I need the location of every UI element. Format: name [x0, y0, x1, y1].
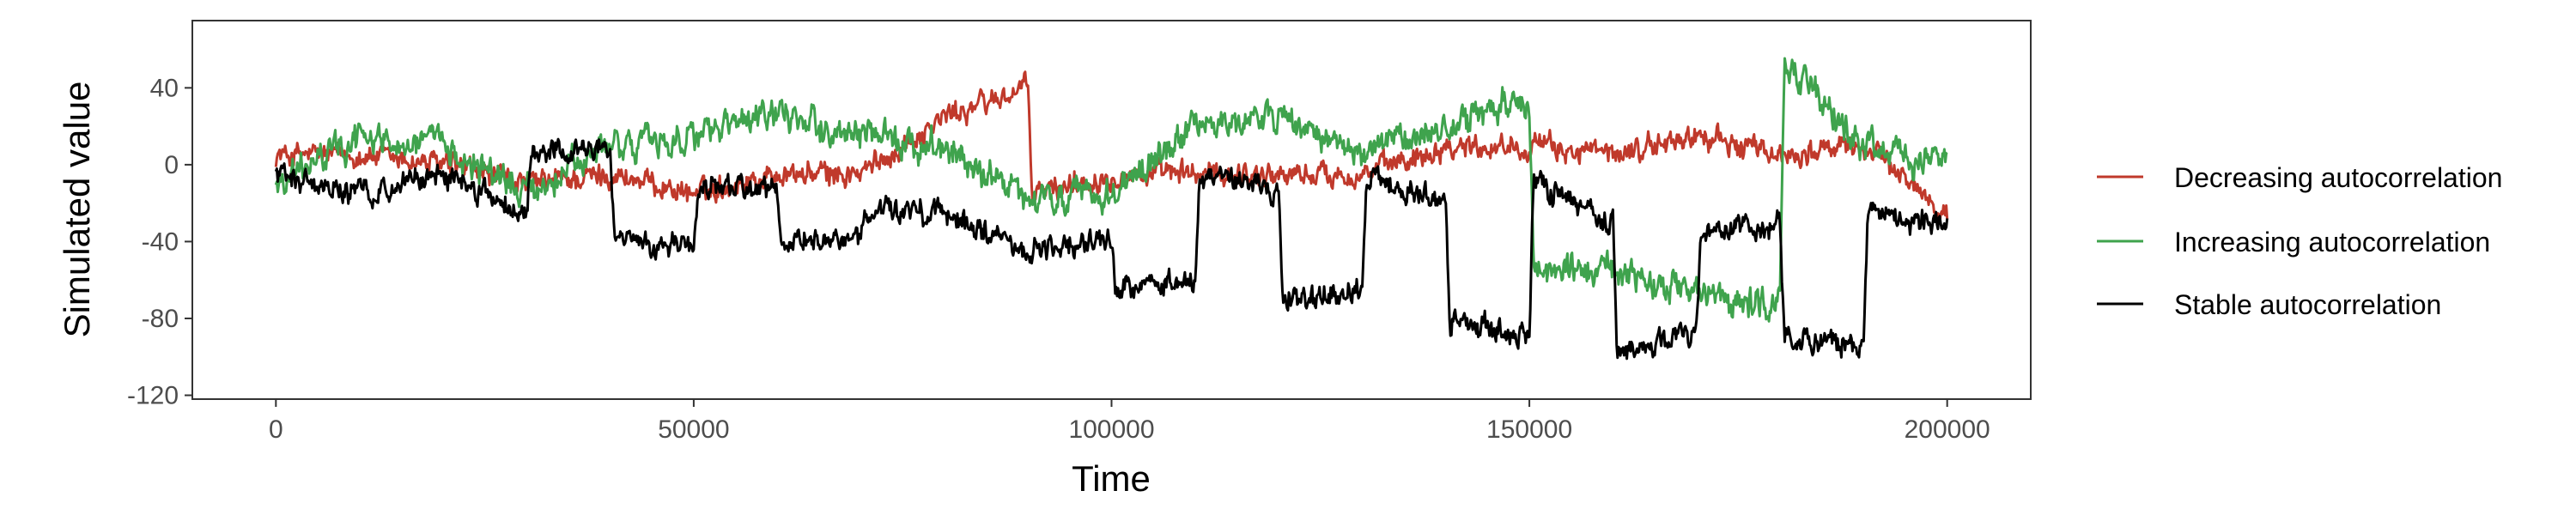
y-axis-title: Simulated value	[57, 82, 97, 338]
series-layer	[274, 57, 1949, 360]
y-tick-label: 0	[164, 151, 179, 179]
legend: Decreasing autocorrelation Increasing au…	[2097, 162, 2502, 320]
plot-panel-border	[191, 20, 2032, 400]
x-tick-label: 50000	[658, 415, 729, 444]
x-tick-label: 150000	[1486, 415, 1572, 444]
legend-item-increasing: Increasing autocorrelation	[2097, 227, 2490, 258]
y-tick-label: -40	[142, 227, 179, 256]
y-tick-label: -120	[127, 382, 179, 410]
x-tick-label: 200000	[1905, 415, 1990, 444]
legend-item-decreasing: Decreasing autocorrelation	[2097, 162, 2502, 193]
legend-label-decreasing: Decreasing autocorrelation	[2174, 162, 2502, 193]
legend-item-stable: Stable autocorrelation	[2097, 289, 2441, 320]
series-line-stable	[274, 137, 1949, 360]
x-tick-label: 0	[269, 415, 283, 444]
x-axis-title: Time	[1072, 458, 1151, 499]
series-line-increasing	[274, 57, 1948, 323]
legend-label-stable: Stable autocorrelation	[2174, 289, 2441, 320]
x-tick-label: 100000	[1068, 415, 1154, 444]
axis-ticks: 0 50000 100000 150000 200000 -120 -80 -40 0 40	[127, 74, 1990, 444]
y-tick-label: -80	[142, 305, 179, 333]
plot-area: 0 50000 100000 150000 200000 -120 -80 -40 0 40	[127, 20, 2032, 444]
y-tick-label: 40	[150, 74, 179, 102]
legend-label-increasing: Increasing autocorrelation	[2174, 227, 2490, 258]
